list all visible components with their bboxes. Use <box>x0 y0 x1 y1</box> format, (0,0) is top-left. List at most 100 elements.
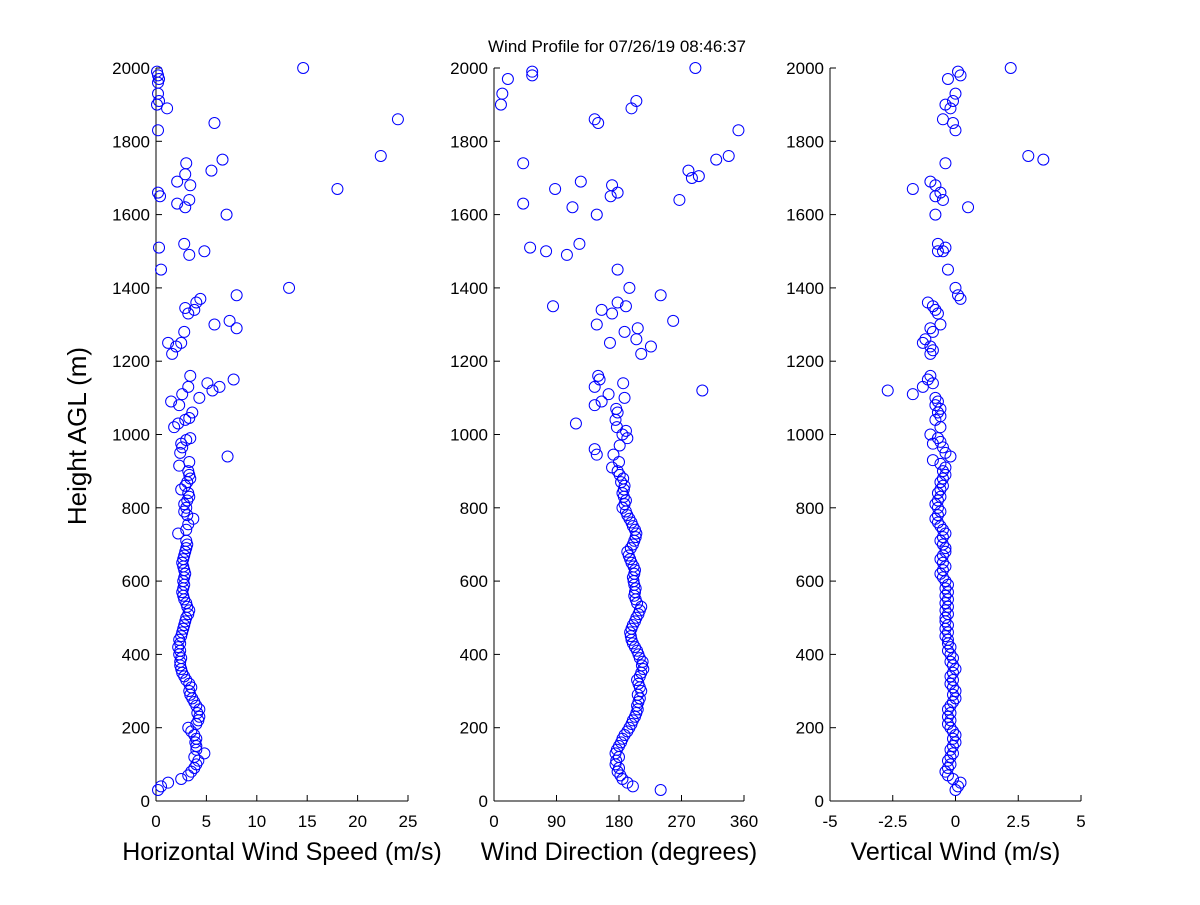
data-point <box>936 113 949 126</box>
y-tick-label: 0 <box>479 792 488 811</box>
x-axis-label: Vertical Wind (m/s) <box>851 838 1061 866</box>
data-point <box>618 479 631 492</box>
data-point <box>939 446 952 459</box>
data-point <box>1037 153 1050 166</box>
y-tick-label: 1800 <box>450 132 488 151</box>
data-point <box>936 472 949 485</box>
x-tick-label: 5 <box>202 812 211 831</box>
data-point <box>946 696 959 709</box>
data-point <box>954 292 967 305</box>
data-point <box>607 448 620 461</box>
data-point <box>628 567 641 580</box>
y-tick-label: 1000 <box>112 426 150 445</box>
data-point <box>602 388 615 401</box>
data-point <box>1004 62 1017 74</box>
data-point <box>182 380 195 393</box>
data-point <box>934 534 947 547</box>
data-point <box>929 512 942 525</box>
data-point <box>176 586 189 599</box>
data-point <box>179 302 192 315</box>
data-point <box>592 369 605 382</box>
x-tick-label: -2.5 <box>878 812 907 831</box>
data-point <box>221 450 234 463</box>
data-point <box>494 98 507 111</box>
y-tick-label: 1600 <box>786 206 824 225</box>
data-point <box>540 245 553 258</box>
data-point <box>682 164 695 177</box>
y-tick-label: 0 <box>141 792 150 811</box>
y-tick-label: 400 <box>796 645 824 664</box>
x-axis-label: Horizontal Wind Speed (m/s) <box>122 838 442 866</box>
data-point <box>223 314 236 327</box>
data-point <box>929 399 942 412</box>
data-point <box>182 487 195 500</box>
data-point <box>630 94 643 107</box>
data-point <box>592 116 605 129</box>
data-point <box>931 432 944 445</box>
data-point <box>1022 149 1035 162</box>
data-point <box>190 296 203 309</box>
data-point <box>916 380 929 393</box>
data-point <box>944 699 957 712</box>
data-point <box>183 412 196 425</box>
x-tick-label: 270 <box>667 812 695 831</box>
data-point <box>936 531 949 544</box>
data-point <box>374 149 387 162</box>
data-point <box>198 245 211 258</box>
data-point <box>182 465 195 478</box>
data-point <box>944 707 957 720</box>
chart-title: Wind Profile for 07/26/19 08:46:37 <box>488 37 746 56</box>
data-point <box>185 765 198 778</box>
data-point <box>926 300 939 313</box>
data-point <box>946 666 959 679</box>
data-point <box>178 593 191 606</box>
data-point <box>171 197 184 210</box>
data-point <box>171 175 184 188</box>
data-point <box>929 303 942 316</box>
data-point <box>939 527 952 540</box>
data-point <box>939 604 952 617</box>
data-point <box>590 208 603 221</box>
data-point <box>941 718 954 731</box>
data-point <box>926 325 939 338</box>
data-point <box>931 516 944 529</box>
data-point <box>595 395 608 408</box>
y-tick-label: 200 <box>122 719 150 738</box>
data-point <box>635 659 648 672</box>
data-point <box>936 479 949 492</box>
data-point <box>174 446 187 459</box>
y-tick-label: 1200 <box>450 352 488 371</box>
data-point <box>926 344 939 357</box>
data-point <box>179 567 192 580</box>
data-point <box>574 175 587 188</box>
data-point <box>906 182 919 195</box>
data-point <box>939 98 952 111</box>
data-point <box>173 399 186 412</box>
data-point <box>954 69 967 82</box>
data-point <box>941 72 954 85</box>
data-point <box>946 740 959 753</box>
data-point <box>590 318 603 331</box>
data-point <box>931 245 944 258</box>
data-point <box>962 201 975 214</box>
data-point <box>176 556 189 569</box>
data-point <box>946 732 959 745</box>
data-point <box>547 300 560 313</box>
data-point <box>934 483 947 496</box>
data-point <box>934 318 947 331</box>
y-tick-label: 1200 <box>786 352 824 371</box>
data-point <box>939 241 952 254</box>
data-point <box>227 373 240 386</box>
data-point <box>941 600 954 613</box>
data-point <box>176 388 189 401</box>
data-point <box>949 692 962 705</box>
y-tick-label: 1400 <box>112 279 150 298</box>
data-point <box>946 681 959 694</box>
data-point <box>611 263 624 276</box>
data-point <box>631 322 644 335</box>
data-point <box>549 182 562 195</box>
data-point <box>185 725 198 738</box>
data-point <box>152 69 165 82</box>
x-tick-label: 25 <box>399 812 418 831</box>
